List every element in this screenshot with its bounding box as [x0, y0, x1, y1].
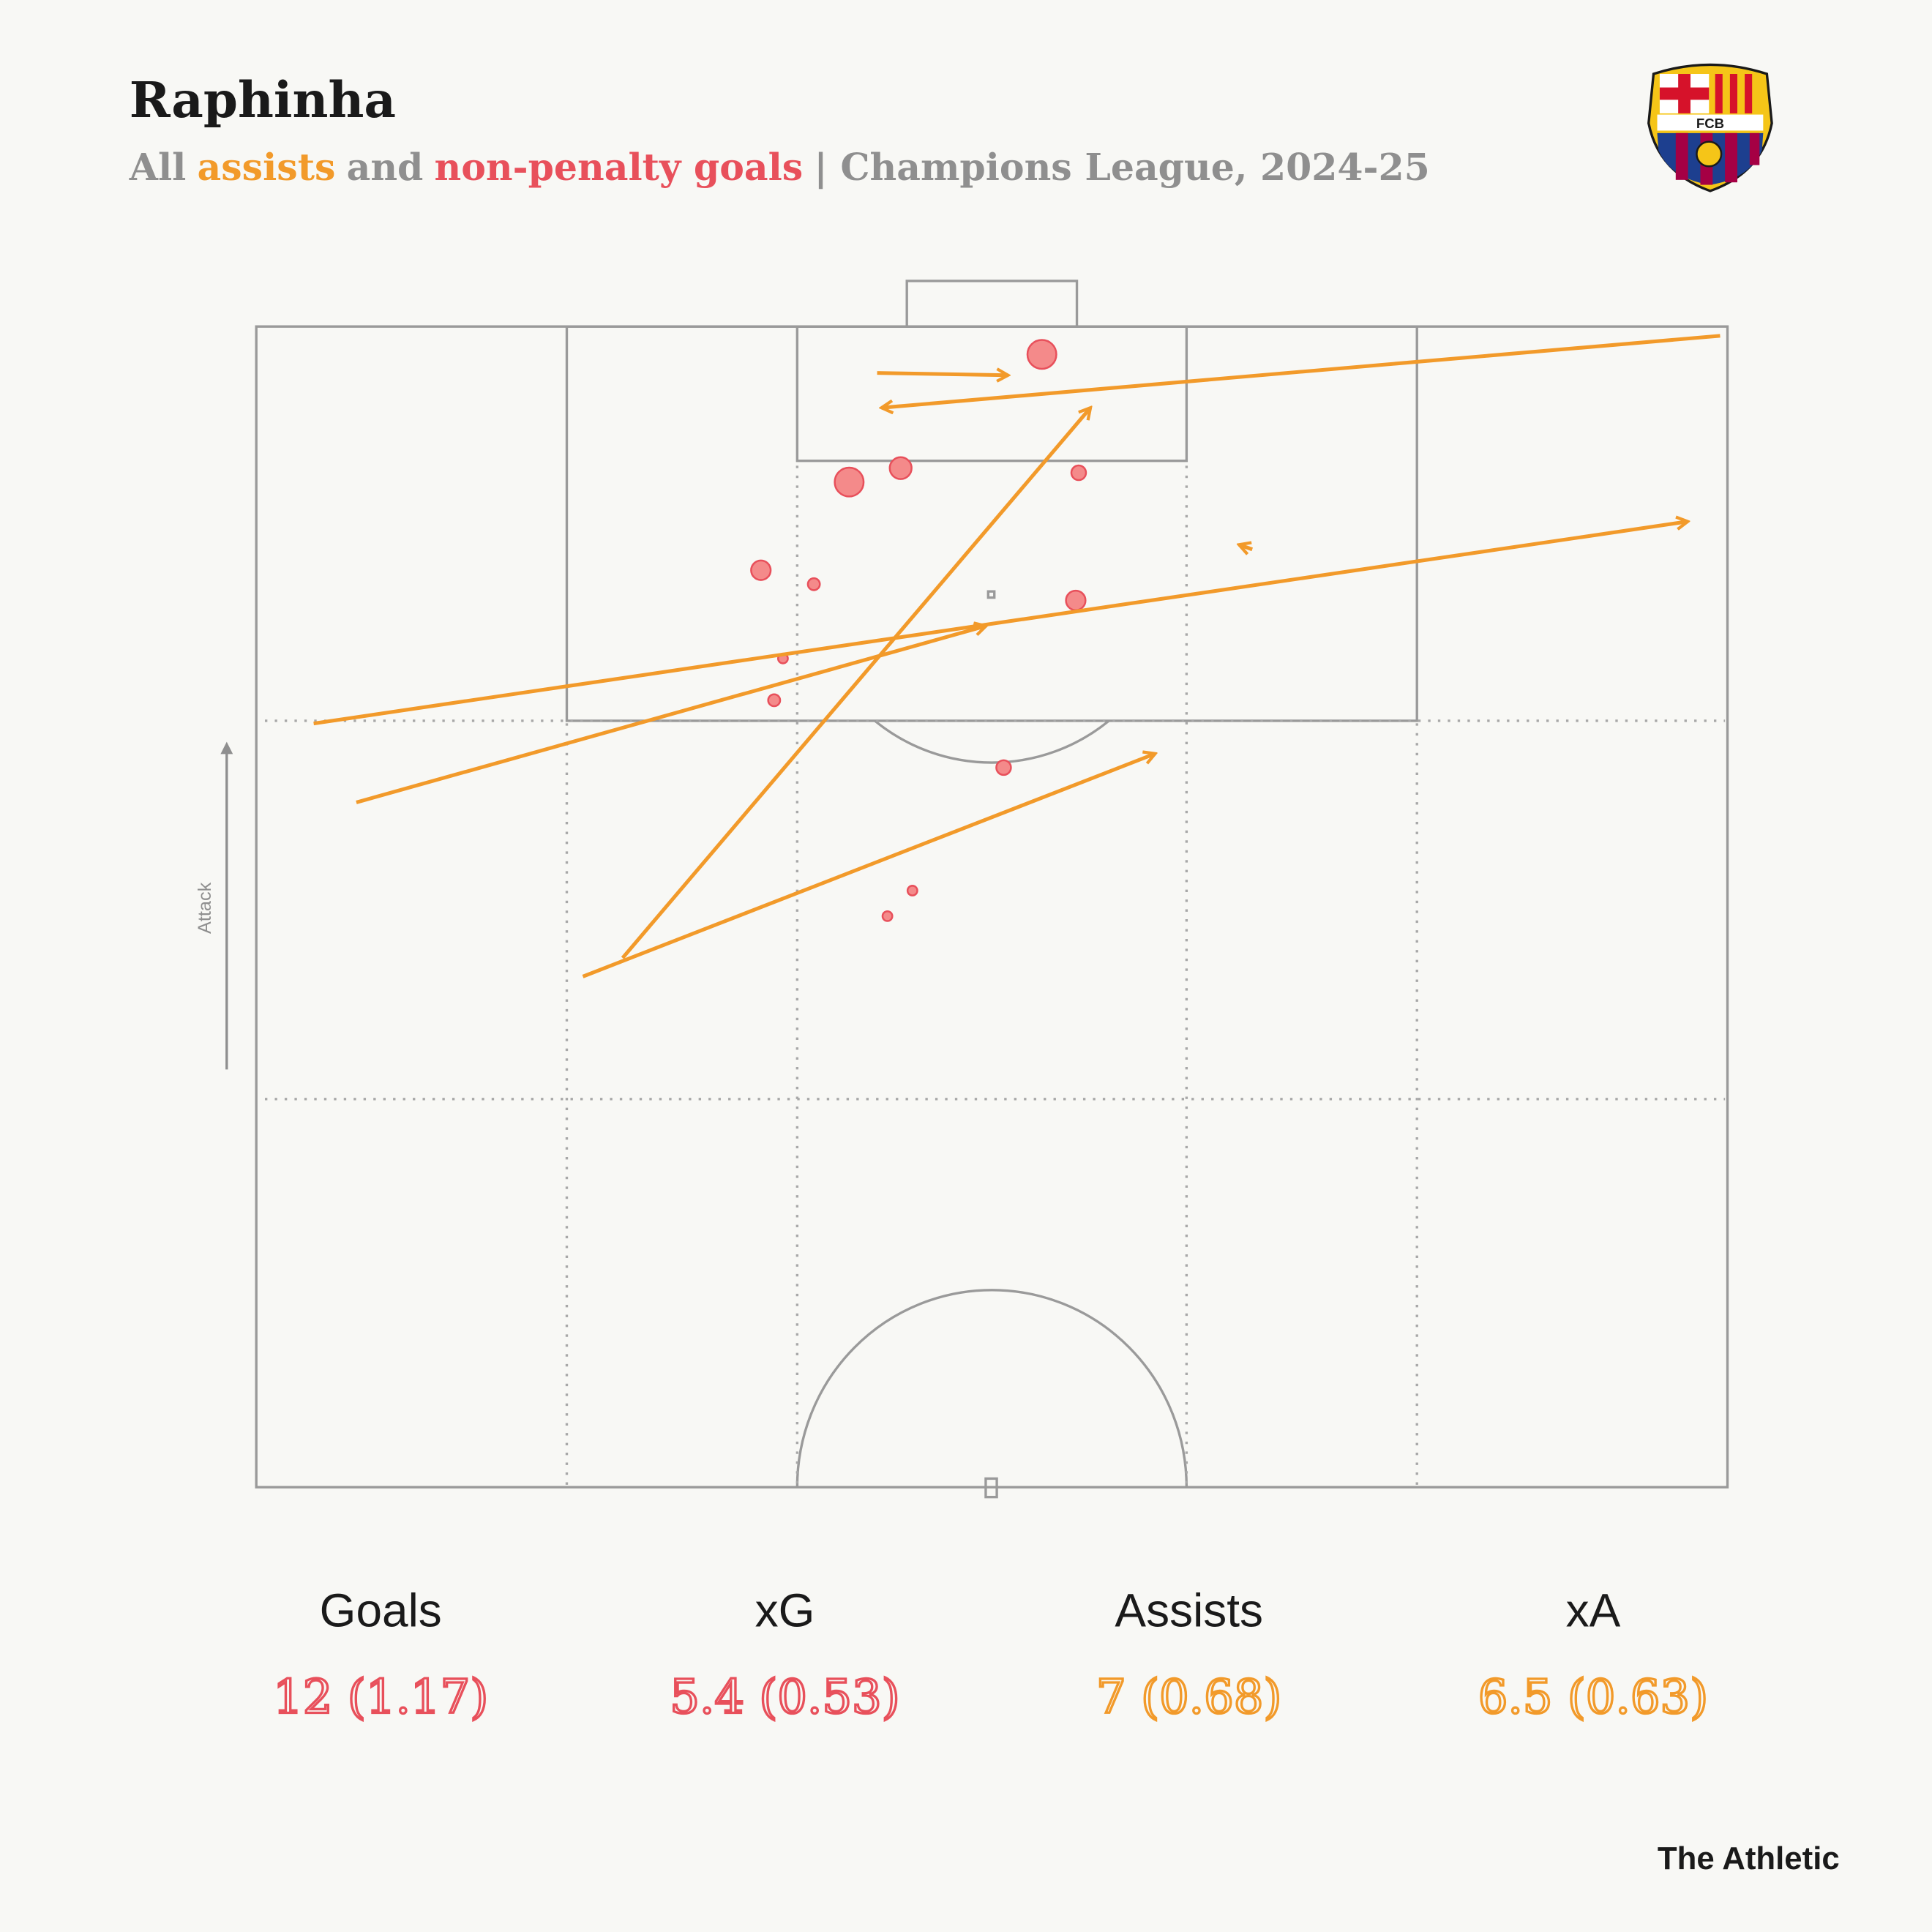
logo-text: FCB	[1696, 116, 1724, 131]
goal-shot	[995, 759, 1012, 776]
assist-arrow	[356, 626, 986, 804]
title: Raphinha	[130, 71, 396, 129]
goal-shot	[881, 910, 894, 922]
goal-shot	[834, 466, 865, 498]
stat-value: 5.4 (0.53)	[670, 1670, 899, 1724]
assist-arrow	[621, 408, 1090, 959]
goal-shot	[906, 885, 918, 896]
subtitle-part: and	[347, 146, 424, 189]
attack-label: Attack	[195, 882, 215, 934]
stat-label: Goals	[320, 1584, 442, 1636]
goal-shot	[888, 456, 913, 480]
subtitle-part: assists	[198, 146, 336, 189]
stat-value: 6.5 (0.63)	[1478, 1670, 1708, 1724]
stat-value: 12 (1.17)	[273, 1670, 488, 1724]
goal-shot	[806, 577, 821, 591]
subtitle-part: | Champions League, 2024-25	[814, 146, 1429, 190]
goal-shot	[750, 559, 772, 581]
attack-arrow	[220, 741, 233, 1070]
assist-arrow	[877, 373, 1008, 375]
assist-arrow	[313, 522, 1688, 726]
stat-label: Assists	[1115, 1584, 1263, 1636]
assist-arrow	[582, 754, 1155, 978]
source: The Athletic	[1658, 1841, 1840, 1876]
subtitle: All assists and non-penalty goals | Champion…	[129, 146, 1430, 190]
subtitle-part: All	[129, 146, 187, 189]
subtitle-part: non-penalty goals	[435, 146, 804, 189]
assist-arrow	[882, 334, 1721, 408]
goal-shot	[767, 693, 782, 708]
stat-value: 7 (0.68)	[1096, 1670, 1281, 1724]
goal-shot	[1070, 464, 1087, 482]
stat-label: xA	[1566, 1584, 1621, 1636]
club-logo: FCB	[1647, 63, 1773, 192]
goal-shot	[1065, 589, 1087, 612]
pitch	[255, 280, 1729, 1499]
goal-shot	[1026, 339, 1057, 370]
stat-label: xG	[755, 1584, 815, 1636]
assist-arrow	[1239, 544, 1254, 549]
